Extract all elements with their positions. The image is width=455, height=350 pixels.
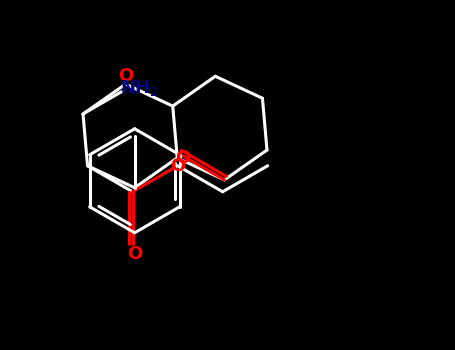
Text: NH$_2$: NH$_2$ [120,78,158,98]
Text: O: O [170,157,185,175]
Text: O: O [175,149,190,167]
Text: O: O [118,67,133,85]
Text: O: O [127,245,142,263]
